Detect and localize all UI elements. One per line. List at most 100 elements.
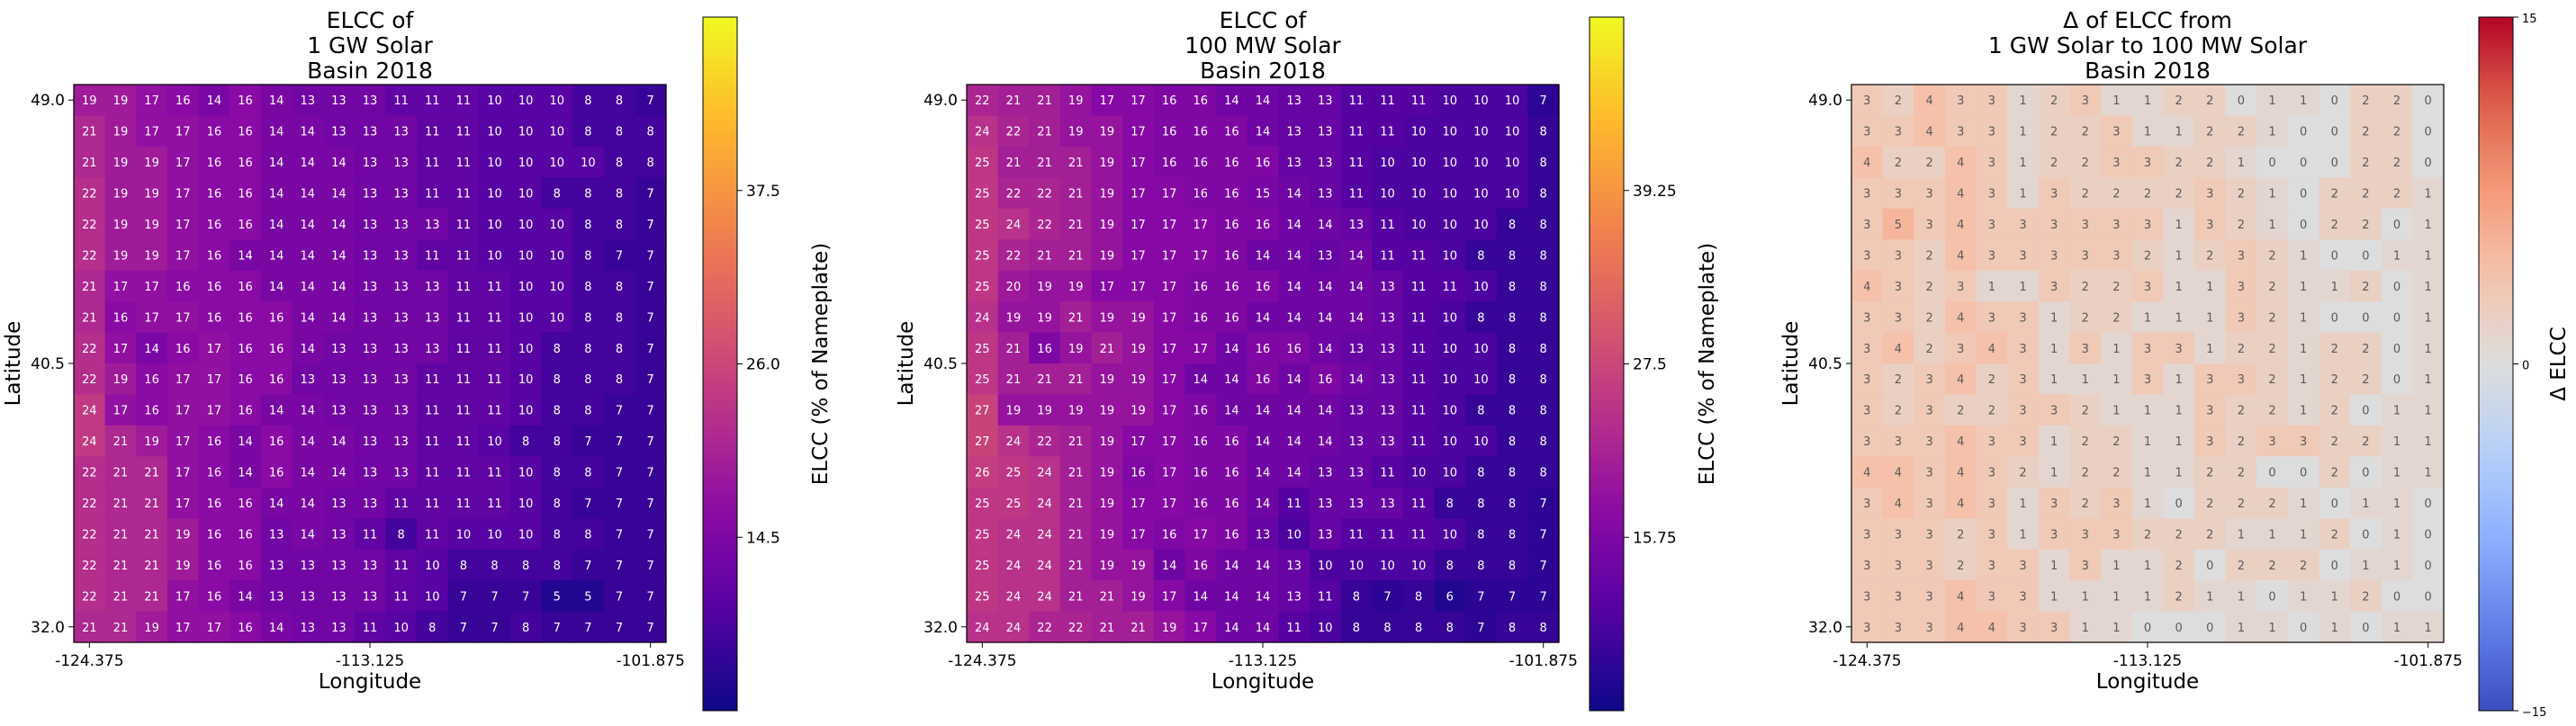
cell-value-label: 21: [82, 622, 97, 635]
heatmap-cell: [1340, 456, 1373, 488]
cell-value-label: 8: [616, 343, 623, 356]
heatmap-cell: [198, 456, 230, 488]
cell-value-label: 8: [1540, 405, 1547, 418]
heatmap-cell: [292, 580, 324, 613]
cell-value-label: 11: [425, 373, 440, 387]
heatmap-cell: [1434, 363, 1466, 396]
cell-value-label: 21: [113, 435, 129, 449]
heatmap-cell: [260, 85, 293, 117]
cell-value-label: 2: [2362, 157, 2369, 170]
cell-value-label: 3: [1863, 188, 1870, 202]
heatmap-cell: [2038, 518, 2071, 551]
cell-value-label: 4: [1957, 435, 1964, 449]
cell-value-label: 13: [1318, 94, 1333, 108]
heatmap-cell: [1851, 208, 1884, 240]
heatmap-cell: [541, 115, 573, 148]
heatmap-cell: [2163, 332, 2195, 364]
heatmap-cell: [2256, 487, 2289, 519]
cell-value-label: 1: [2175, 219, 2182, 232]
cell-value-label: 22: [82, 343, 97, 356]
cell-value-label: 13: [363, 467, 378, 480]
cell-value-label: 16: [1318, 373, 1333, 387]
heatmap-cell: [2101, 239, 2133, 272]
cell-value-label: 4: [1957, 311, 1964, 325]
cell-value-label: 0: [2425, 157, 2432, 170]
heatmap-cell: [167, 85, 200, 117]
heatmap-cell: [1372, 580, 1404, 613]
heatmap-cell: [1153, 363, 1186, 396]
cell-value-label: 1: [2112, 94, 2120, 108]
heatmap-cell: [2007, 177, 2040, 210]
cell-value-label: 8: [1509, 467, 1516, 480]
heatmap-cell: [2069, 363, 2102, 396]
heatmap-cell: [230, 239, 262, 272]
cell-value-label: 14: [1286, 467, 1302, 480]
heatmap-cell: [967, 270, 999, 302]
heatmap-cell: [2350, 456, 2382, 488]
heatmap-cell: [2101, 301, 2133, 334]
heatmap-cell: [1091, 239, 1123, 272]
heatmap-cell: [541, 456, 573, 488]
heatmap-cell: [230, 549, 262, 581]
heatmap-cell: [167, 270, 200, 302]
heatmap-cell: [1434, 146, 1466, 178]
cell-value-label: 11: [393, 497, 409, 511]
heatmap-cell: [1944, 115, 1977, 148]
cell-value-label: 16: [207, 560, 222, 573]
cell-value-label: 2: [2082, 435, 2089, 449]
cell-value-label: 10: [518, 311, 534, 325]
cell-value-label: 1: [2268, 219, 2275, 232]
cell-value-label: 7: [647, 94, 654, 108]
heatmap-cell: [74, 301, 106, 334]
cell-value-label: 8: [584, 528, 591, 542]
heatmap-cell: [416, 85, 449, 117]
heatmap-cell: [2069, 487, 2102, 519]
cell-value-label: 8: [1509, 622, 1516, 635]
heatmap-cell: [967, 146, 999, 178]
cell-value-label: 14: [331, 311, 347, 325]
cell-value-label: 14: [1224, 343, 1239, 356]
heatmap-cell: [572, 518, 605, 551]
heatmap-cell: [167, 146, 200, 178]
heatmap-cell: [997, 487, 1030, 519]
cell-value-label: 13: [363, 249, 378, 263]
cell-value-label: 17: [207, 405, 222, 418]
cell-value-label: 14: [144, 343, 159, 356]
heatmap-cell: [2101, 146, 2133, 178]
cell-value-label: 3: [1895, 249, 1902, 263]
cell-value-label: 10: [1349, 560, 1365, 573]
heatmap-cell: [1216, 85, 1248, 117]
heatmap-cell: [1122, 177, 1155, 210]
heatmap-cell: [541, 85, 573, 117]
cell-value-label: 25: [1006, 467, 1022, 480]
heatmap-cell: [1527, 239, 1560, 272]
heatmap-cell: [1914, 177, 1946, 210]
heatmap-cell: [1465, 549, 1498, 581]
heatmap-cell: [198, 146, 230, 178]
heatmap-cell: [354, 394, 386, 426]
heatmap-cell: [2381, 580, 2413, 613]
cell-value-label: 19: [113, 373, 129, 387]
heatmap-cell: [1496, 85, 1528, 117]
heatmap-cell: [2193, 208, 2227, 240]
cell-value-label: 8: [584, 188, 591, 202]
heatmap-cell: [479, 208, 511, 240]
heatmap-cell: [260, 611, 293, 643]
heatmap-cell: [136, 580, 168, 613]
cell-value-label: 17: [1162, 373, 1177, 387]
cell-value-label: 3: [1863, 590, 1870, 604]
cell-value-label: 19: [144, 157, 159, 170]
cell-value-label: 10: [550, 219, 565, 232]
cell-value-label: 11: [487, 373, 502, 387]
cell-value-label: 3: [2082, 249, 2089, 263]
cell-value-label: 10: [487, 94, 502, 108]
cell-value-label: 13: [363, 311, 378, 325]
heatmap-cell: [260, 487, 293, 519]
cell-value-label: 13: [331, 560, 347, 573]
heatmap-cell: [2287, 301, 2320, 334]
cell-value-label: 16: [207, 311, 222, 325]
heatmap-cell: [136, 177, 168, 210]
heatmap-cell: [1153, 177, 1186, 210]
heatmap-cell: [104, 425, 137, 457]
cell-value-label: 3: [2238, 373, 2245, 387]
